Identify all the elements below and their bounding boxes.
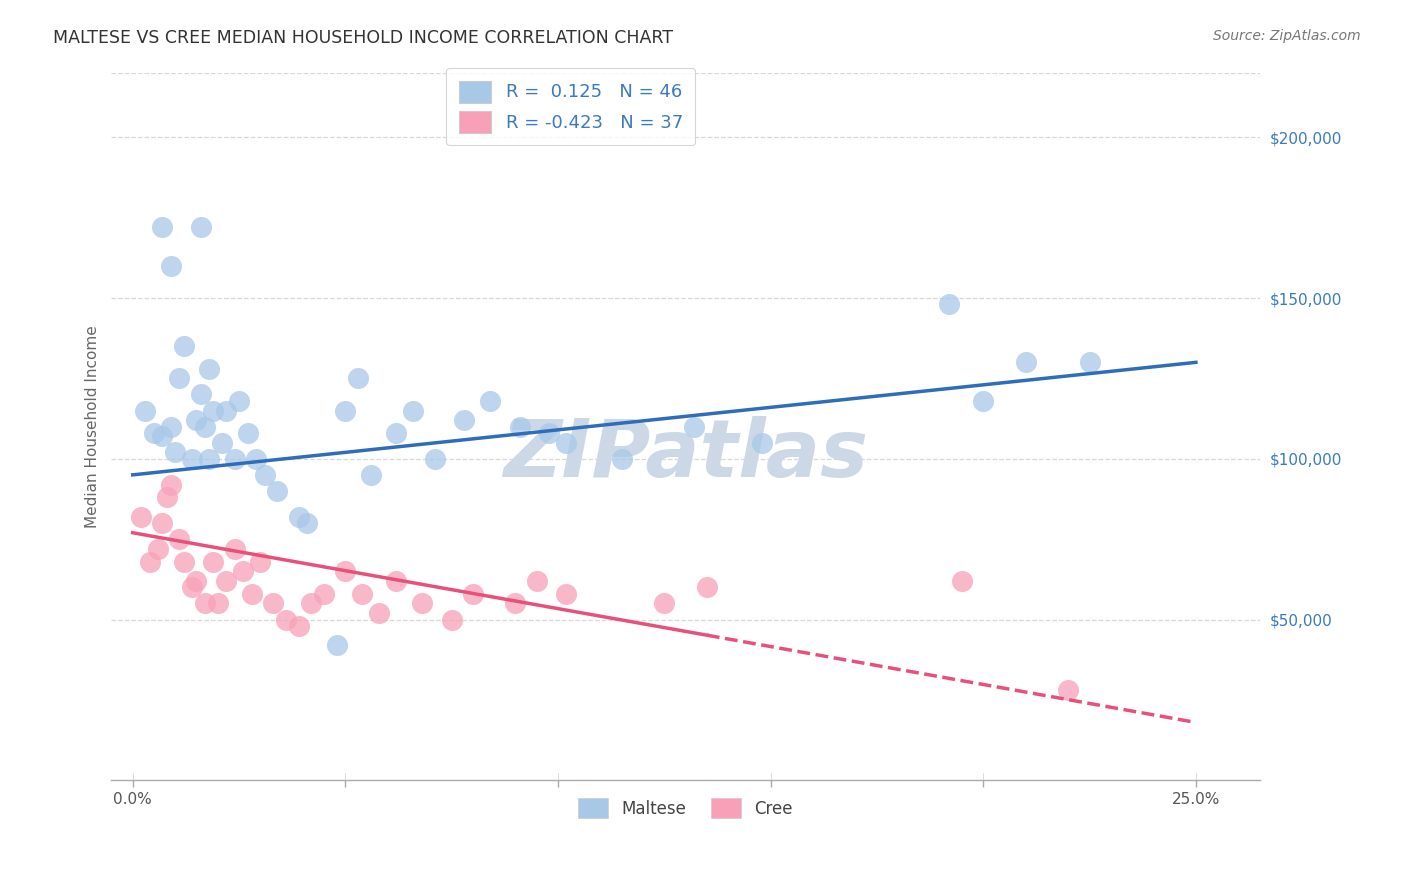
Point xyxy=(555,587,578,601)
Point xyxy=(478,393,501,408)
Point xyxy=(160,419,183,434)
Point xyxy=(224,451,246,466)
Point xyxy=(326,638,349,652)
Point xyxy=(148,541,170,556)
Point xyxy=(411,597,433,611)
Point xyxy=(152,220,174,235)
Point xyxy=(142,426,165,441)
Point xyxy=(287,619,309,633)
Point xyxy=(266,483,288,498)
Legend: Maltese, Cree: Maltese, Cree xyxy=(571,791,800,825)
Point xyxy=(347,371,370,385)
Text: MALTESE VS CREE MEDIAN HOUSEHOLD INCOME CORRELATION CHART: MALTESE VS CREE MEDIAN HOUSEHOLD INCOME … xyxy=(53,29,673,46)
Point xyxy=(696,581,718,595)
Point xyxy=(538,426,561,441)
Point xyxy=(253,467,276,482)
Point xyxy=(249,555,271,569)
Point xyxy=(173,339,195,353)
Point xyxy=(610,451,633,466)
Point xyxy=(683,419,706,434)
Point xyxy=(194,597,217,611)
Point xyxy=(202,555,225,569)
Point xyxy=(526,574,548,588)
Point xyxy=(134,403,156,417)
Point xyxy=(402,403,425,417)
Point xyxy=(1078,355,1101,369)
Point xyxy=(385,426,408,441)
Text: Source: ZipAtlas.com: Source: ZipAtlas.com xyxy=(1213,29,1361,43)
Point xyxy=(950,574,973,588)
Point xyxy=(181,581,204,595)
Point xyxy=(215,574,238,588)
Point xyxy=(368,606,391,620)
Point xyxy=(299,597,322,611)
Point xyxy=(453,413,475,427)
Point xyxy=(509,419,531,434)
Point xyxy=(211,435,233,450)
Point xyxy=(240,587,263,601)
Point xyxy=(335,403,357,417)
Point xyxy=(352,587,374,601)
Point xyxy=(160,477,183,491)
Point xyxy=(652,597,675,611)
Point xyxy=(224,541,246,556)
Point xyxy=(274,613,297,627)
Point xyxy=(186,574,208,588)
Point xyxy=(751,435,773,450)
Point xyxy=(1015,355,1038,369)
Point xyxy=(228,393,250,408)
Point xyxy=(461,587,484,601)
Point xyxy=(1057,683,1080,698)
Point xyxy=(236,426,259,441)
Point xyxy=(972,393,994,408)
Point xyxy=(335,564,357,578)
Point xyxy=(295,516,318,530)
Point xyxy=(312,587,335,601)
Point xyxy=(169,532,191,546)
Point xyxy=(385,574,408,588)
Point xyxy=(232,564,254,578)
Point xyxy=(198,451,221,466)
Point xyxy=(165,445,187,459)
Point xyxy=(440,613,463,627)
Point xyxy=(202,403,225,417)
Point xyxy=(360,467,382,482)
Point xyxy=(245,451,267,466)
Point xyxy=(194,419,217,434)
Point xyxy=(190,220,212,235)
Point xyxy=(938,297,960,311)
Point xyxy=(198,361,221,376)
Point xyxy=(129,509,152,524)
Point xyxy=(169,371,191,385)
Point xyxy=(207,597,229,611)
Y-axis label: Median Household Income: Median Household Income xyxy=(86,326,100,528)
Point xyxy=(181,451,204,466)
Point xyxy=(505,597,527,611)
Point xyxy=(186,413,208,427)
Point xyxy=(152,429,174,443)
Point xyxy=(423,451,446,466)
Point xyxy=(287,509,309,524)
Point xyxy=(262,597,284,611)
Point xyxy=(138,555,160,569)
Point xyxy=(190,387,212,401)
Point xyxy=(160,259,183,273)
Point xyxy=(215,403,238,417)
Point xyxy=(173,555,195,569)
Point xyxy=(555,435,578,450)
Point xyxy=(152,516,174,530)
Text: ZIPatlas: ZIPatlas xyxy=(503,416,868,494)
Point xyxy=(156,491,179,505)
